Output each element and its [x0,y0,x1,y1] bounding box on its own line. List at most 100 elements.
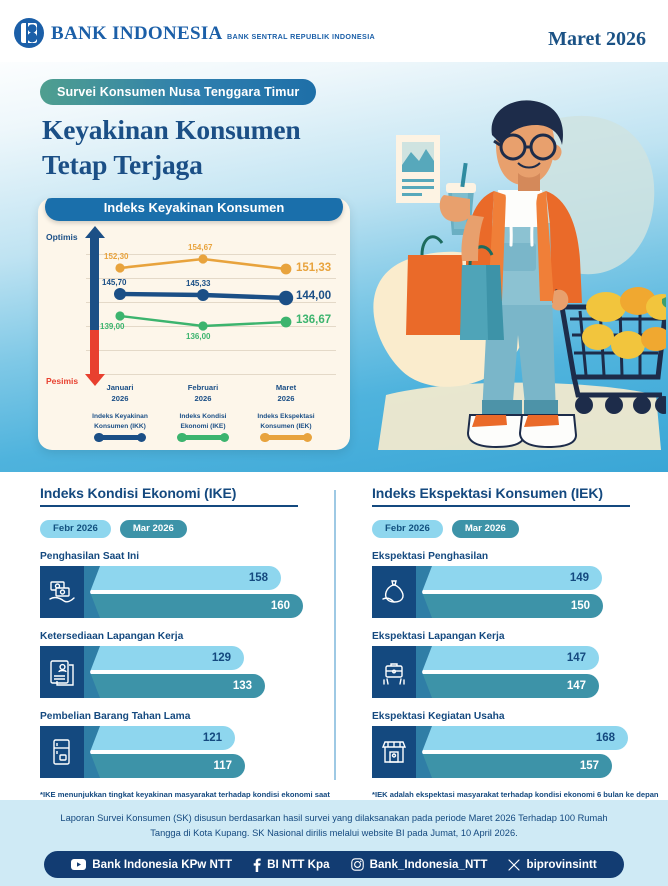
iek-bar-prev-lapangan: 147 [416,645,599,670]
footer-line2: Rumah Tangga di Kota Kupang. SK Nasional… [150,813,608,839]
header-white-strip [0,0,668,62]
axis-label-pesimis: Pesimis [46,376,79,386]
ike-group-barang-tahan-lama: Pembelian Barang Tahan Lama 121 117 [40,711,340,778]
sentiment-axis [84,226,105,386]
consumer-illustration [373,100,666,450]
optimis-axis-arrow-icon [84,226,105,330]
ike-pill-curr[interactable]: Mar 2026 [119,519,187,538]
social-youtube[interactable]: Bank Indonesia KPw NTT [71,858,232,871]
month-badge: Maret 2026 [548,28,646,50]
pesimis-axis-arrow-icon [84,330,105,386]
money-hand-icon [40,565,84,618]
page-title: Keyakinan Konsumen Tetap Terjaga [42,112,372,182]
legend-label-line2: Konsumen (IEK) [260,422,312,430]
ike-bar-prev-penghasilan: 158 [84,565,281,590]
xcat-month: Februari [187,383,219,392]
legend-label-line2: Ekonomi (IKE) [180,422,226,430]
ike-bar-value-prev: 158 [248,571,268,584]
footer-description: Laporan Survei Konsumen (SK) disusun ber… [44,811,624,841]
datalabel-ike-jan: 139,00 [100,322,125,331]
datalabel-ikk-jan: 145,70 [102,278,127,287]
iek-bar-prev-penghasilan: 149 [416,565,602,590]
xcat-month: Januari [106,383,134,392]
ike-title-underline [40,505,298,507]
iek-period-pills: Febr 2026 Mar 2026 [372,519,668,538]
shopping-cart-icon [554,287,666,414]
ike-bar-value-curr: 117 [213,759,232,772]
job-document-icon [40,645,84,698]
datalabel-iek-feb: 154,67 [188,243,213,252]
social-facebook[interactable]: BI NTT Kpa [253,858,330,872]
bar-notch [416,725,432,778]
iek-group-label: Ekspektasi Kegiatan Usaha [372,710,505,722]
gridline [86,350,336,351]
bar-notch [84,725,100,778]
ike-bar-prev-barang: 121 [84,725,235,750]
axis-label-optimis: Optimis [46,232,78,242]
ike-group-label: Pembelian Barang Tahan Lama [40,710,191,722]
logo-name: BANK INDONESIA [51,22,223,44]
legend-item-ikk: Indeks Keyakinan Konsumen (IKK) [75,412,165,443]
iek-pill-curr[interactable]: Mar 2026 [451,519,519,538]
legend-swatch-ikk [94,432,146,443]
ike-group-lapangan-kerja: Ketersediaan Lapangan Kerja 129 [40,631,340,698]
iek-bar-curr-penghasilan: 150 [416,593,603,618]
bar-notch [416,565,432,618]
xaxis-category-februari: Februari 2026 [160,382,246,404]
gridline [86,254,336,255]
iek-bar-value-curr: 157 [579,759,599,772]
storefront-icon [372,725,416,778]
chart-plot-area: Optimis Pesimis [38,226,350,450]
iek-group-label: Ekspektasi Lapangan Kerja [372,630,505,642]
iek-bar-curr-usaha: 157 [416,753,612,778]
ike-title: Indeks Kondisi Ekonomi (IKE) [40,485,237,501]
social-instagram[interactable]: Bank_Indonesia_NTT [350,858,487,871]
ike-group-label: Ketersediaan Lapangan Kerja [40,630,184,642]
chart-title: Indeks Keyakinan Konsumen [45,198,343,221]
iek-group-label: Ekspektasi Penghasilan [372,550,489,562]
xcat-year: 2026 [277,394,295,403]
money-bag-icon [372,565,416,618]
section-divider [334,490,336,780]
poster-icon [396,135,440,203]
logo-subtitle: BANK SENTRAL REPUBLIK INDONESIA [227,31,376,41]
social-label: biprovinsintt [526,858,597,871]
ike-group-label: Penghasilan Saat Ini [40,550,140,562]
ike-bar-value-prev: 121 [202,731,222,744]
iek-group-penghasilan: Ekspektasi Penghasilan 149 150 [372,551,668,618]
iek-pill-prev[interactable]: Febr 2026 [372,519,443,538]
gridline [86,278,336,279]
ike-section: Indeks Kondisi Ekonomi (IKE) Febr 2026 M… [40,485,340,812]
ike-bar-value-prev: 129 [211,651,231,664]
legend-item-iek: Indeks Ekspektasi Konsumen (IEK) [241,412,331,443]
social-bar: Bank Indonesia KPw NTT BI NTT Kpa Bank_I… [44,851,624,878]
legend-swatch-iek [260,432,312,443]
ike-pill-prev[interactable]: Febr 2026 [40,519,111,538]
legend-label-line1: Indeks Kondisi [179,413,227,420]
briefcase-icon [372,645,416,698]
iek-title: Indeks Ekspektasi Konsumen (IEK) [372,485,603,501]
facebook-icon [253,858,261,872]
xcat-year: 2026 [194,394,212,403]
bar-notch [416,645,432,698]
hero-section: BANK INDONESIA BANK SENTRAL REPUBLIK IND… [0,0,668,472]
ike-bar-value-curr: 133 [232,679,252,692]
social-x-twitter[interactable]: biprovinsintt [508,858,597,871]
iek-section: Indeks Ekspektasi Konsumen (IEK) Febr 20… [372,485,668,800]
datalabel-ikk-feb: 145,33 [186,279,211,288]
bar-notch [84,645,100,698]
bank-indonesia-logo: BANK INDONESIA BANK SENTRAL REPUBLIK IND… [14,18,375,48]
ike-bar-curr-lapangan: 133 [84,673,265,698]
xaxis-category-maret: Maret 2026 [243,382,329,404]
footer-line1: Laporan Survei Konsumen (SK) disusun ber… [60,813,575,823]
instagram-icon [350,858,364,871]
legend-swatch-ike [177,432,229,443]
social-label: BI NTT Kpa [267,858,330,871]
ike-bar-value-curr: 160 [270,599,290,612]
xcat-year: 2026 [111,394,129,403]
iek-bar-value-prev: 147 [566,651,586,664]
youtube-icon [71,859,87,870]
page-title-line1: Keyakinan Konsumen [42,114,301,145]
datalabel-ike-feb: 136,00 [186,332,211,341]
